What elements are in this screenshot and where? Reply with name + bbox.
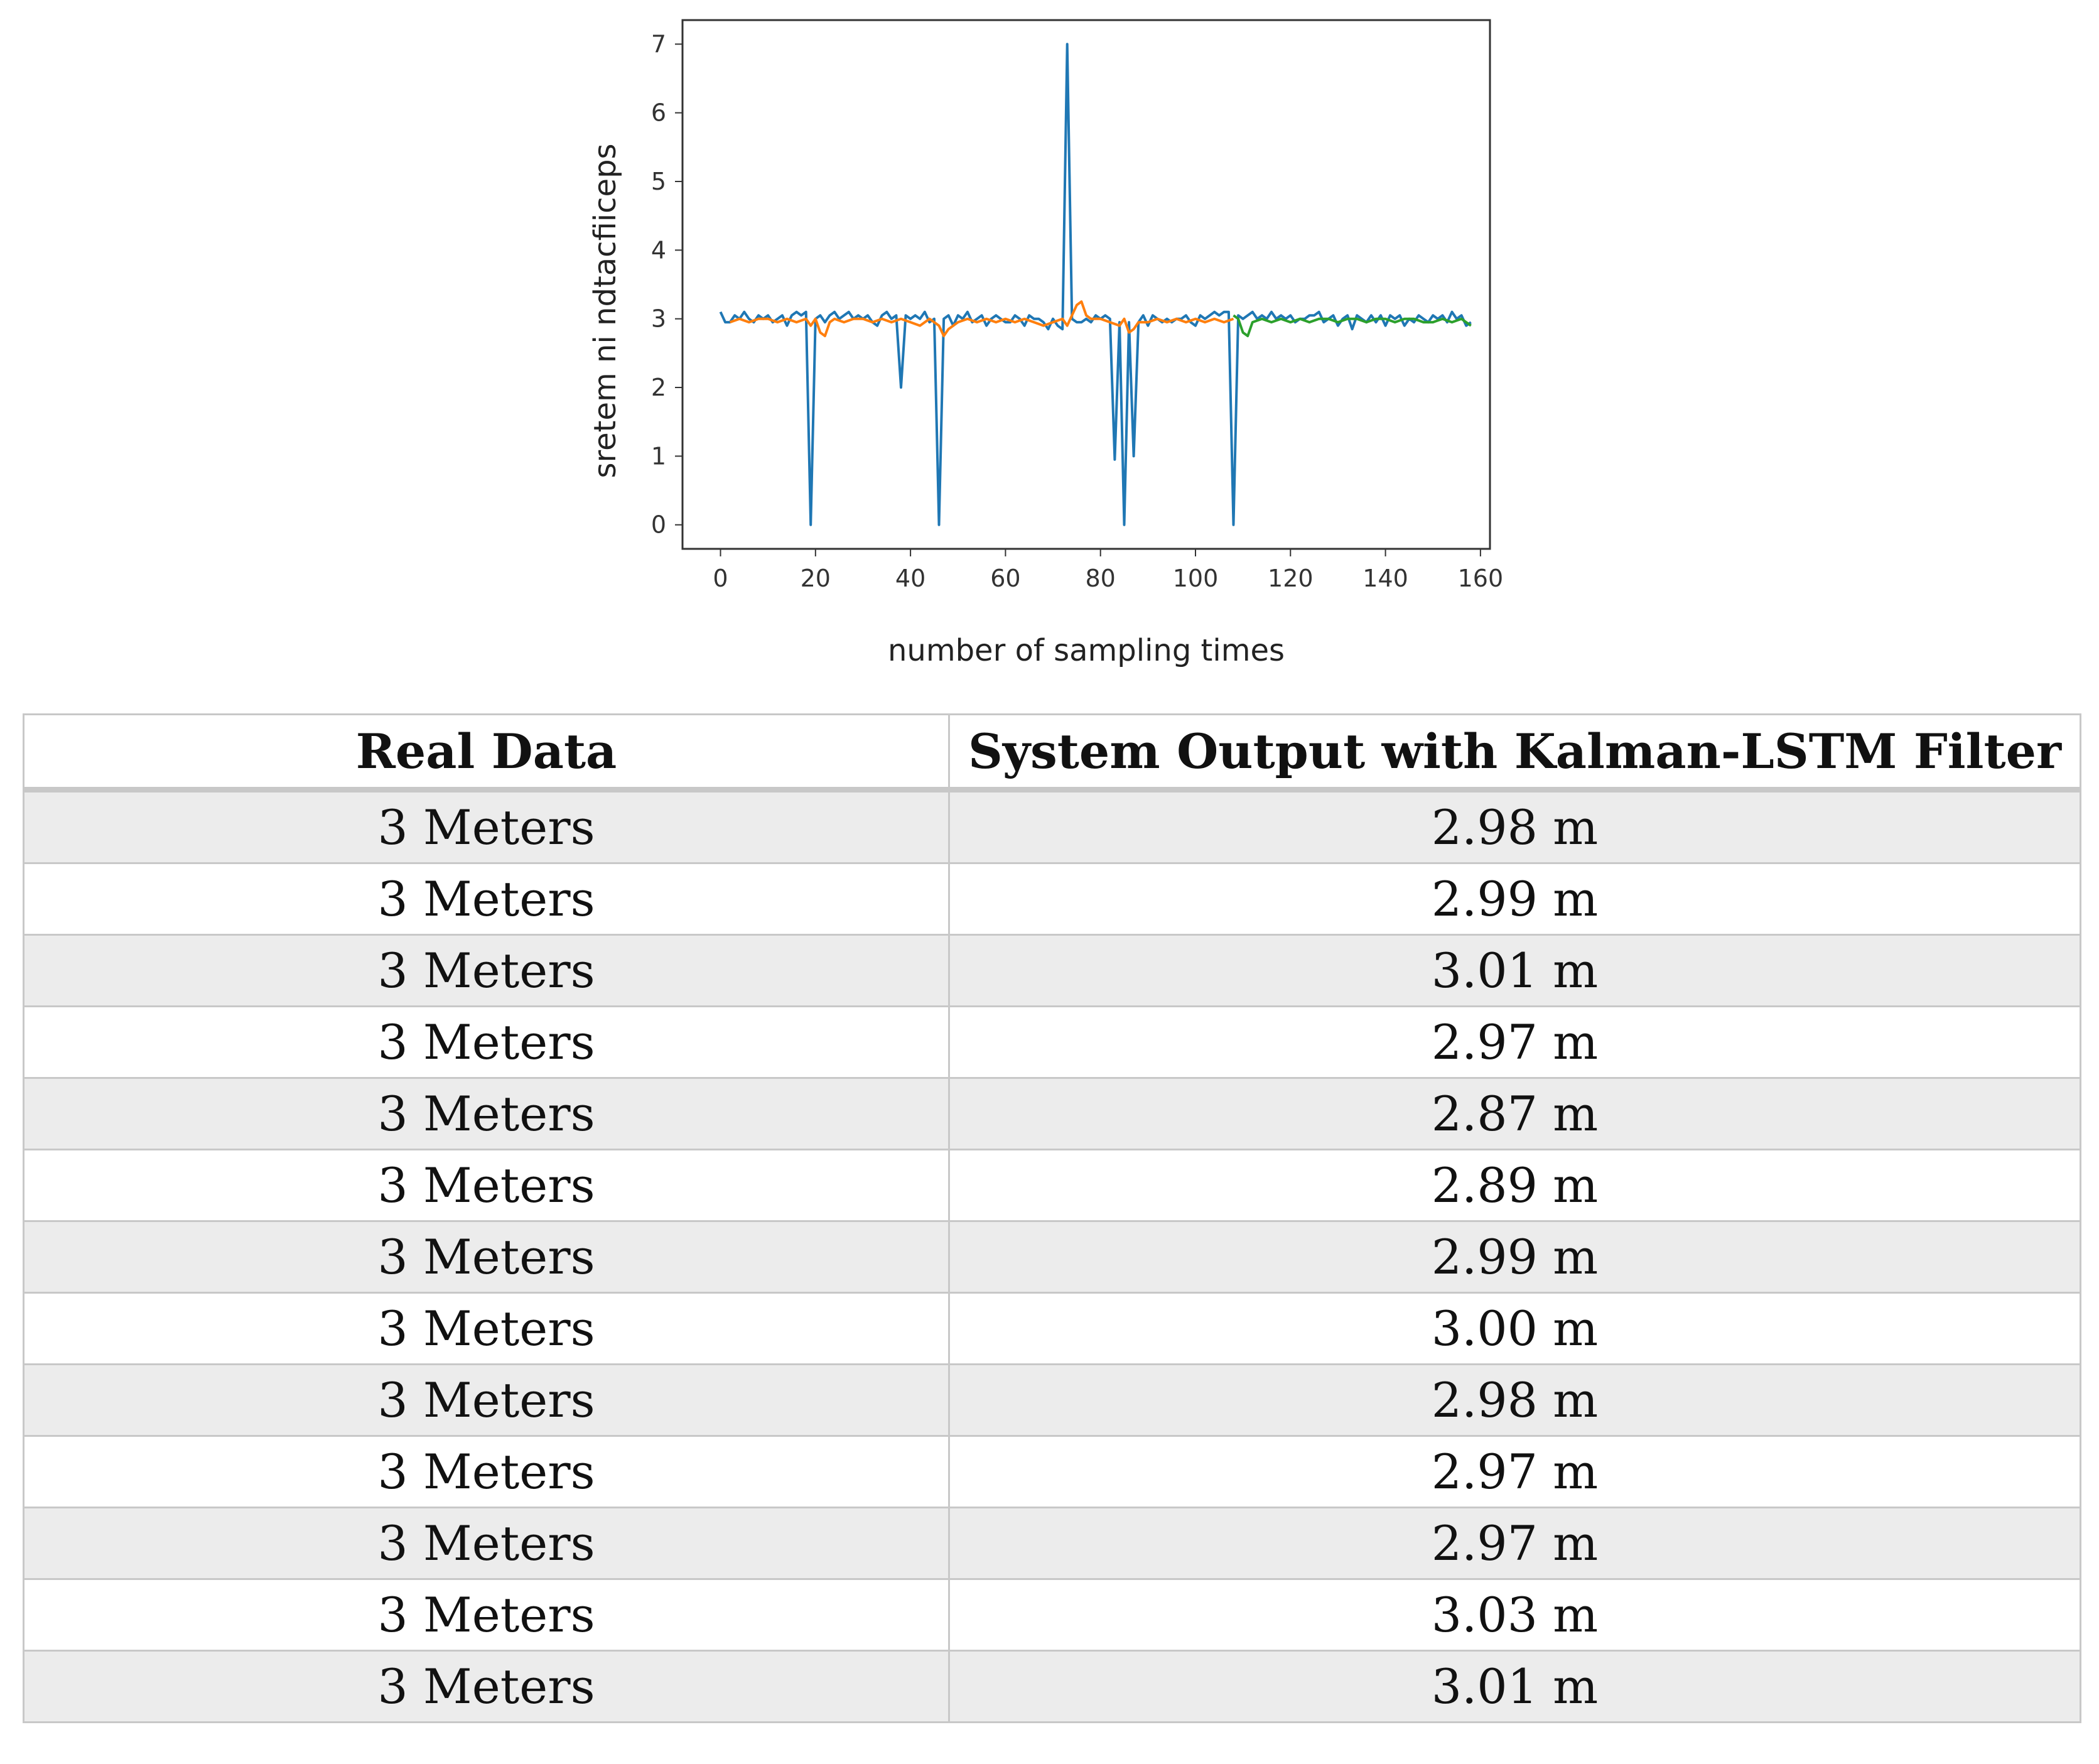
y-tick-label: 1 (651, 442, 666, 470)
cell-system-output: 3.03 m (948, 1578, 2081, 1652)
y-axis-label: sretem ni ndtacfiiceps (588, 143, 623, 478)
x-tick-label: 40 (895, 565, 925, 592)
x-axis-ticks: 0 20 40 60 80 100 120 140 160 (713, 549, 1503, 592)
cell-system-output: 2.97 m (948, 1507, 2081, 1580)
cell-real-data: 3 Meters (23, 789, 950, 864)
cell-real-data: 3 Meters (23, 1363, 950, 1437)
cell-real-data: 3 Meters (23, 1507, 950, 1580)
table-row: 3 Meters 2.98 m (23, 1363, 2081, 1437)
table-row: 3 Meters 2.99 m (23, 862, 2081, 936)
table-row: 3 Meters 3.00 m (23, 1292, 2081, 1365)
table-header-row: Real Data System Output with Kalman-LSTM… (23, 713, 2081, 793)
cell-real-data: 3 Meters (23, 1077, 950, 1150)
plot-area-frame (681, 19, 1491, 550)
y-tick-label: 4 (651, 236, 666, 264)
cell-system-output: 2.98 m (948, 789, 2081, 864)
cell-system-output: 2.97 m (948, 1435, 2081, 1508)
cell-real-data: 3 Meters (23, 1650, 950, 1723)
cell-system-output: 3.01 m (948, 934, 2081, 1007)
cell-real-data: 3 Meters (23, 1292, 950, 1365)
cell-real-data: 3 Meters (23, 1220, 950, 1294)
series-layer (719, 43, 1472, 526)
cell-real-data: 3 Meters (23, 1149, 950, 1222)
cell-system-output: 2.99 m (948, 1220, 2081, 1294)
table-row: 3 Meters 2.97 m (23, 1435, 2081, 1508)
cell-system-output: 2.97 m (948, 1005, 2081, 1079)
table-row: 3 Meters 3.01 m (23, 1650, 2081, 1723)
x-tick-label: 140 (1362, 565, 1408, 592)
table-row: 3 Meters 3.03 m (23, 1578, 2081, 1652)
cell-real-data: 3 Meters (23, 1435, 950, 1508)
x-tick-label: 160 (1458, 565, 1504, 592)
x-axis-label: number of sampling times (888, 633, 1285, 668)
line-chart: 0 20 40 60 80 100 120 140 160 0 1 2 3 4 5 6 7 number of… (588, 19, 1503, 668)
cell-system-output: 2.89 m (948, 1149, 2081, 1222)
cell-system-output: 2.98 m (948, 1363, 2081, 1437)
table-row: 3 Meters 2.97 m (23, 1005, 2081, 1079)
cell-system-output: 3.00 m (948, 1292, 2081, 1365)
table-row: 3 Meters 2.99 m (23, 1220, 2081, 1294)
series-orange-line (729, 300, 1234, 337)
results-table: Real Data System Output with Kalman-LSTM… (23, 713, 2081, 1723)
x-tick-label: 100 (1173, 565, 1219, 592)
table-row: 3 Meters 3.01 m (23, 934, 2081, 1007)
y-axis-ticks: 0 1 2 3 4 5 6 7 (651, 30, 683, 539)
x-tick-label: 80 (1086, 565, 1116, 592)
cell-real-data: 3 Meters (23, 934, 950, 1007)
y-tick-label: 3 (651, 305, 666, 333)
cell-real-data: 3 Meters (23, 862, 950, 936)
table-row: 3 Meters 2.89 m (23, 1149, 2081, 1222)
y-tick-label: 0 (651, 511, 666, 539)
table-row: 3 Meters 2.98 m (23, 789, 2081, 864)
x-tick-label: 0 (713, 565, 728, 592)
x-tick-label: 120 (1268, 565, 1314, 592)
y-tick-label: 7 (651, 30, 666, 58)
cell-real-data: 3 Meters (23, 1005, 950, 1079)
x-tick-label: 20 (801, 565, 831, 592)
cell-real-data: 3 Meters (23, 1578, 950, 1652)
header-real-data: Real Data (23, 713, 950, 793)
series-blue-line (719, 43, 1472, 526)
cell-system-output: 3.01 m (948, 1650, 2081, 1723)
y-tick-label: 2 (651, 374, 666, 401)
y-tick-label: 6 (651, 99, 666, 127)
header-system-output: System Output with Kalman-LSTM Filter (948, 713, 2081, 793)
table-row: 3 Meters 2.87 m (23, 1077, 2081, 1150)
y-tick-label: 5 (651, 168, 666, 195)
results-table-container: Real Data System Output with Kalman-LSTM… (23, 713, 2081, 1723)
cell-system-output: 2.99 m (948, 862, 2081, 936)
x-tick-label: 60 (990, 565, 1020, 592)
table-row: 3 Meters 2.97 m (23, 1507, 2081, 1580)
cell-system-output: 2.87 m (948, 1077, 2081, 1150)
series-green-line (1233, 314, 1472, 337)
